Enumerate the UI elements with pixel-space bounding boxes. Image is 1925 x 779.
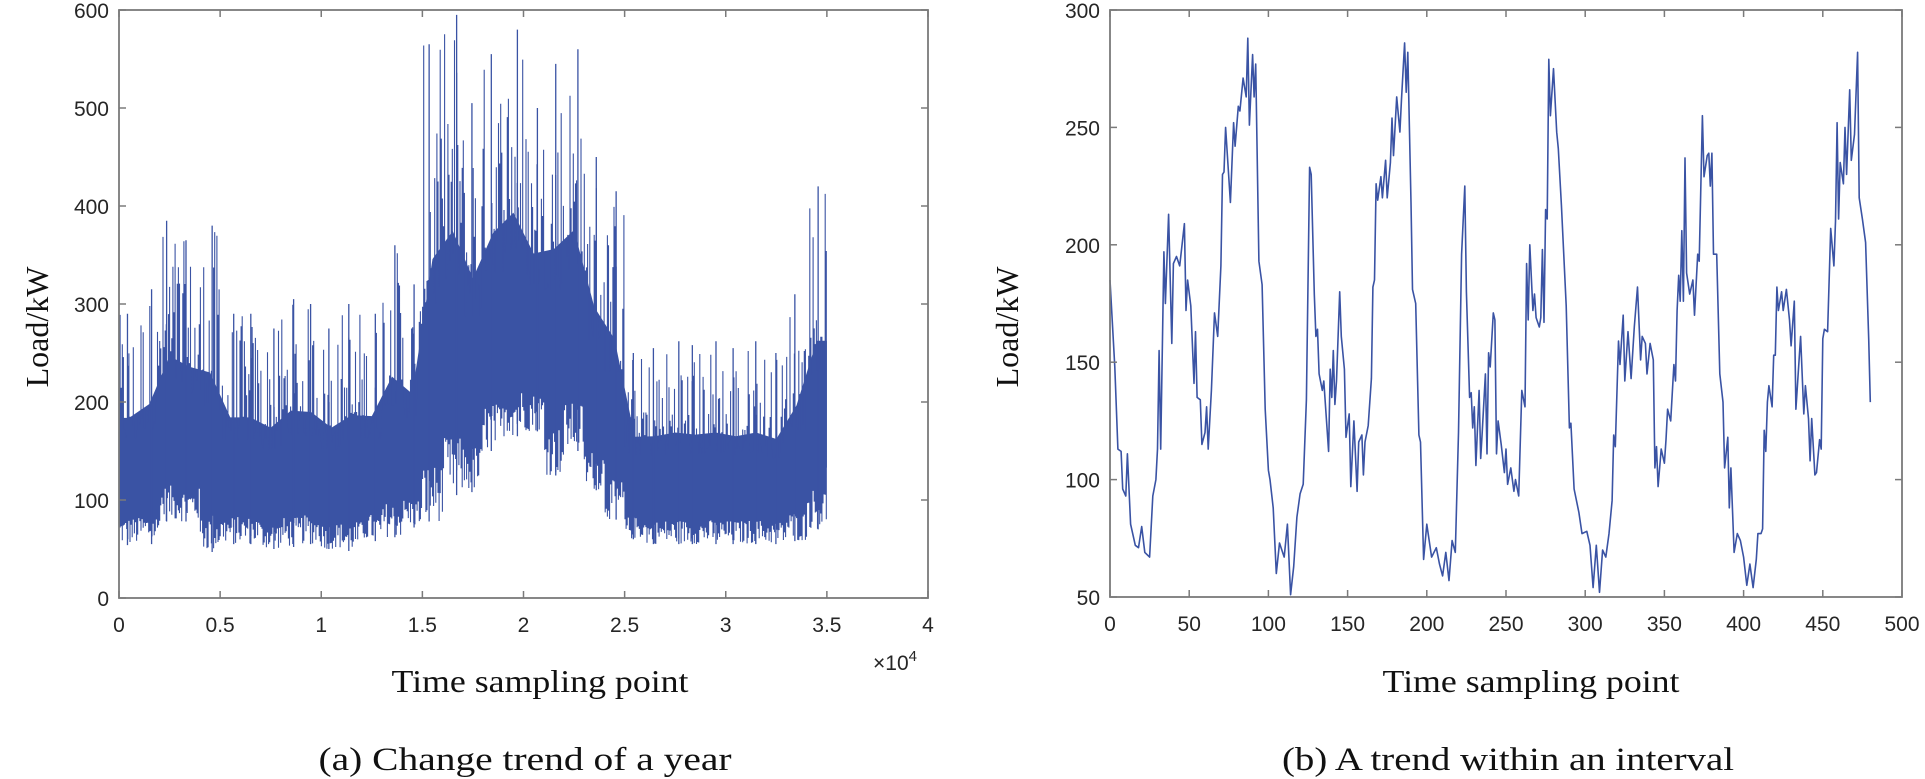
- y-tick-label: 200: [1065, 235, 1100, 258]
- y-tick-label: 100: [74, 490, 109, 513]
- y-tick-label: 0: [97, 588, 109, 611]
- x-tick-label: 400: [1726, 613, 1761, 636]
- y-tick-label: 300: [74, 294, 109, 317]
- chart-a-xlabel: Time sampling point: [392, 663, 689, 699]
- x-tick-label: 3: [720, 614, 732, 637]
- chart-a-caption: (a) Change trend of a year: [319, 742, 732, 778]
- chart-a-x-multiplier: ×104: [873, 648, 917, 675]
- y-tick-label: 400: [74, 196, 109, 219]
- x-tick-label: 350: [1647, 613, 1682, 636]
- x-tick-label: 1.5: [408, 614, 437, 637]
- chart-b-xlabel: Time sampling point: [1383, 663, 1680, 699]
- chart-b-caption: (b) A trend within an interval: [1282, 742, 1734, 778]
- x-tick-label: 4: [922, 614, 934, 637]
- y-tick-label: 250: [1065, 117, 1100, 140]
- x-tick-label: 1: [315, 614, 327, 637]
- y-tick-label: 500: [74, 98, 109, 121]
- y-tick-label: 200: [74, 392, 109, 415]
- y-tick-label: 150: [1065, 352, 1100, 375]
- x-tick-label: 0: [1104, 613, 1116, 636]
- x-tick-label: 100: [1251, 613, 1286, 636]
- chart-b-series-line: [1109, 37, 1872, 596]
- chart-a-series: [118, 14, 827, 552]
- chart-a-x-multiplier-base: ×10: [873, 652, 909, 675]
- chart-a-ylabel: Load/kW: [19, 266, 55, 388]
- chart-a-ticks: 0 0.5 1 1.5 2 2.5 3 3.5 4 0 100 200 300 400 500 600: [74, 0, 934, 637]
- y-tick-label: 600: [74, 0, 109, 23]
- chart-b: 0 50 100 150 200 250 300 350 400 450 5005010015020…: [989, 0, 1920, 778]
- x-tick-label: 200: [1409, 613, 1444, 636]
- x-tick-label: 0: [113, 614, 125, 637]
- y-tick-label: 300: [1065, 0, 1100, 23]
- x-tick-label: 300: [1568, 613, 1603, 636]
- chart-b-ylabel: Load/kW: [989, 266, 1025, 388]
- x-tick-label: 250: [1488, 613, 1523, 636]
- y-tick-label: 100: [1065, 470, 1100, 493]
- chart-a-x-multiplier-exponent: 4: [909, 648, 917, 665]
- x-tick-label: 2.5: [610, 614, 639, 637]
- chart-a: 0 0.5 1 1.5 2 2.5 3 3.5 4 0 100 200 300 400 500 600 Loa…: [19, 0, 934, 778]
- x-tick-label: 0.5: [206, 614, 235, 637]
- x-tick-label: 500: [1884, 613, 1919, 636]
- chart-b-ticks: 0 50 100 150 200 250 300 350 400 450 5005010015020…: [1065, 0, 1920, 636]
- x-tick-label: 3.5: [812, 614, 841, 637]
- y-tick-label: 50: [1077, 587, 1100, 610]
- x-tick-label: 450: [1805, 613, 1840, 636]
- x-tick-label: 50: [1178, 613, 1201, 636]
- x-tick-label: 2: [518, 614, 530, 637]
- x-tick-label: 150: [1330, 613, 1365, 636]
